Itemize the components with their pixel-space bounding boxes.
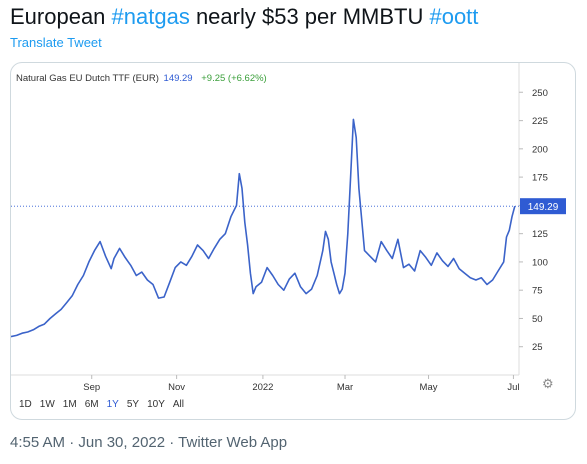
range-option-1w[interactable]: 1W [39,399,55,410]
gear-icon[interactable]: ⚙ [542,376,554,391]
chart-header: Natural Gas EU Dutch TTF (EUR) 149.29 +9… [16,73,267,84]
last-price-label: 149.29 [528,202,559,213]
y-tick-label: 75 [532,286,543,297]
hashtag-oott[interactable]: #oott [429,4,479,29]
x-tick-label: Jul [507,382,519,393]
price-chart: 255075100125150175200225250 SepNov2022Ma… [11,63,566,393]
y-tick-label: 250 [532,88,548,99]
x-tick-label: 2022 [252,382,273,393]
tweet-text-part-2: nearly $53 per MMBTU [189,4,430,29]
tweet-text: European #natgas nearly $53 per MMBTU #o… [10,4,478,30]
tweet-timestamp[interactable]: 4:55 AM · Jun 30, 2022 · Twitter Web App [10,434,288,451]
range-option-10y[interactable]: 10Y [147,399,165,410]
range-option-1d[interactable]: 1D [19,399,32,410]
x-tick-label: Nov [168,382,185,393]
y-tick-label: 225 [532,116,548,127]
price-series-line [11,118,516,338]
y-tick-label: 25 [532,342,543,353]
y-tick-label: 125 [532,229,548,240]
current-price: 149.29 [163,73,193,84]
range-option-1m[interactable]: 1M [62,399,77,410]
range-option-5y[interactable]: 5Y [126,399,140,410]
tweet-text-part-1: European [10,4,112,29]
x-tick-label: May [420,382,438,393]
chart-card[interactable]: 255075100125150175200225250 SepNov2022Ma… [10,62,576,420]
last-price-tag [520,198,566,215]
range-option-6m[interactable]: 6M [84,399,99,410]
y-tick-label: 175 [532,173,548,184]
x-tick-label: Sep [83,382,100,393]
price-change: +9.25 (+6.62%) [201,73,267,84]
range-selector: 1D 1W 1M 6M 1Y 5Y 10Y All [19,399,192,410]
y-tick-label: 200 [532,144,548,155]
x-tick-label: Mar [337,382,353,393]
instrument-name: Natural Gas EU Dutch TTF (EUR) [16,73,159,84]
range-option-all[interactable]: All [172,399,184,410]
translate-tweet-link[interactable]: Translate Tweet [10,35,102,50]
range-option-1y[interactable]: 1Y [106,399,119,410]
y-tick-label: 50 [532,314,543,325]
y-tick-label: 100 [532,257,548,268]
hashtag-natgas[interactable]: #natgas [111,4,190,29]
